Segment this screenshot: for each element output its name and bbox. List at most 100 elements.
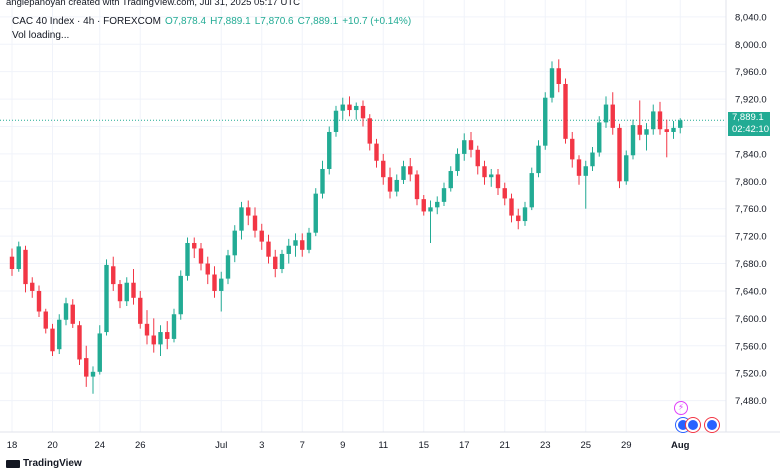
candle-body <box>374 143 379 161</box>
candle-body <box>252 215 258 231</box>
price-tick-label: 7,600.0 <box>735 314 767 325</box>
candle <box>664 119 669 158</box>
candle <box>63 297 69 326</box>
candle-body <box>212 274 217 291</box>
candle-body <box>286 245 291 254</box>
candle <box>23 245 28 293</box>
candle-body <box>90 371 96 377</box>
candle-body <box>421 199 426 212</box>
tradingview-logo[interactable]: TradingView <box>6 458 82 469</box>
price-axis[interactable]: 7,480.0 7,520.0 7,560.0 7,600.0 7,640.0 7,680… <box>735 12 767 407</box>
symbol-title[interactable]: CAC 40 Index · 4h · FOREXCOM <box>12 16 161 27</box>
candle <box>313 188 318 237</box>
candle <box>610 92 615 135</box>
candle-body <box>23 249 28 285</box>
candle <box>603 96 609 128</box>
bar-countdown: 02:42:10 <box>732 123 769 135</box>
candle-body <box>408 166 413 175</box>
candle-body <box>448 171 453 189</box>
candle <box>630 119 636 160</box>
candle-body <box>664 129 669 132</box>
candle <box>97 325 102 375</box>
price-change: +10.7 (+0.14%) <box>342 16 412 27</box>
candle-body <box>671 127 676 132</box>
candle <box>111 256 116 291</box>
candle <box>624 150 629 185</box>
candle-body <box>293 240 298 246</box>
candle-body <box>597 122 602 153</box>
candle <box>421 195 426 216</box>
candle-body <box>158 332 163 345</box>
time-tick-label: Jul <box>215 440 227 451</box>
candle-body <box>563 84 568 139</box>
time-tick-label: 11 <box>378 440 388 451</box>
candle <box>16 241 21 272</box>
time-tick-label: 20 <box>47 440 58 451</box>
candle <box>232 225 237 263</box>
candle <box>549 61 555 103</box>
candle <box>354 102 359 120</box>
candle <box>475 145 480 175</box>
candle-body <box>644 129 649 135</box>
time-tick-label: 26 <box>135 440 146 451</box>
candle <box>306 227 312 254</box>
candle <box>300 233 305 257</box>
time-tick-label: 21 <box>499 440 510 451</box>
candle-body <box>185 242 190 276</box>
candle-body <box>468 140 474 150</box>
candle-body <box>556 68 561 85</box>
candle <box>43 308 48 334</box>
candle-body <box>543 97 548 146</box>
candle-body <box>516 215 521 222</box>
candle <box>293 233 298 257</box>
candle-body <box>9 256 15 270</box>
candle <box>279 249 285 274</box>
candle-body <box>178 275 183 315</box>
price-tick-label: 8,000.0 <box>735 40 767 51</box>
candle <box>30 277 35 298</box>
candle-body <box>97 333 102 372</box>
time-axis[interactable]: 18 20 24 26 Jul 3 7 9 11 15 17 21 23 25 29 Aug <box>7 440 690 451</box>
candle-body <box>637 125 642 135</box>
candle <box>570 131 575 168</box>
candle-body <box>246 207 251 216</box>
candle <box>90 366 96 394</box>
candle <box>9 248 15 276</box>
candle-body <box>340 104 345 111</box>
ohlc-low: L7,870.6 <box>254 16 294 27</box>
candle <box>441 182 447 206</box>
candle-body <box>441 188 447 202</box>
price-tick-label: 7,560.0 <box>735 341 767 352</box>
ohlc-close: C7,889.1 <box>297 16 339 27</box>
candle-body <box>138 297 143 324</box>
candle-body <box>617 127 622 182</box>
candle <box>637 100 642 141</box>
candles <box>9 59 683 394</box>
events-icon-3[interactable] <box>705 418 719 432</box>
candle <box>576 155 582 185</box>
time-tick-label: 3 <box>259 440 264 451</box>
candle <box>522 201 528 226</box>
time-tick-label: 7 <box>300 440 305 451</box>
price-tick-label: 7,640.0 <box>735 286 767 297</box>
candle-body <box>165 332 170 339</box>
candle <box>468 131 474 158</box>
events-icon-2[interactable] <box>686 418 700 432</box>
candle-body <box>104 264 109 333</box>
candle <box>651 104 656 135</box>
candle-body <box>43 311 48 329</box>
candle <box>367 114 372 151</box>
candle <box>333 105 339 137</box>
candle <box>462 133 467 161</box>
price-tick-label: 7,960.0 <box>735 67 767 78</box>
time-tick-label: 9 <box>340 440 345 451</box>
candle <box>36 285 42 317</box>
candle-body <box>435 201 440 208</box>
candle <box>104 259 109 336</box>
candle <box>556 59 561 93</box>
candle <box>131 269 136 305</box>
lightning-icon[interactable]: ⚡ <box>674 401 688 415</box>
candle-body <box>70 304 75 324</box>
candle-body <box>219 278 224 291</box>
